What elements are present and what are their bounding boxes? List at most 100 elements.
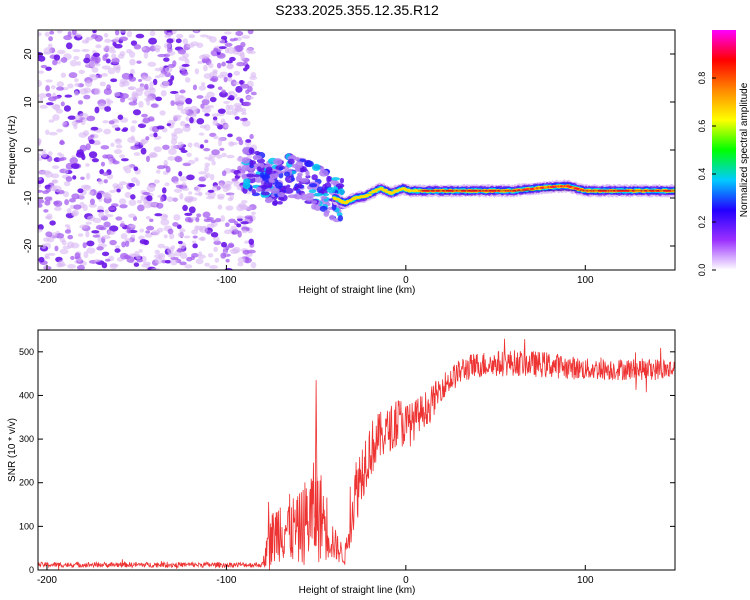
noise-blob (146, 225, 155, 231)
noise-blob (186, 152, 192, 158)
noise-blob (107, 230, 114, 235)
track-blob (311, 200, 318, 204)
noise-blob (131, 120, 138, 124)
noise-blob (77, 188, 84, 194)
noise-blob (141, 113, 148, 118)
noise-blob (170, 144, 178, 150)
track-blob (251, 189, 257, 194)
noise-blob (47, 43, 53, 49)
noise-blob (104, 209, 109, 214)
track-blob (308, 189, 317, 194)
noise-blob (214, 257, 220, 263)
noise-blob (68, 198, 76, 203)
noise-blob (114, 43, 123, 49)
noise-blob (118, 36, 128, 42)
noise-blob (245, 139, 252, 143)
noise-blob (175, 184, 184, 189)
noise-blob (133, 262, 140, 267)
noise-blob (49, 220, 56, 226)
noise-blob (217, 108, 226, 114)
noise-blob (235, 30, 244, 37)
noise-blob (150, 267, 161, 270)
noise-blob (140, 147, 147, 155)
noise-blob (208, 265, 218, 269)
noise-blob (154, 249, 161, 255)
noise-blob (114, 138, 123, 145)
noise-blob (51, 179, 59, 184)
noise-blob (121, 72, 131, 80)
noise-blob (46, 102, 54, 106)
noise-blob (224, 47, 230, 54)
noise-blob (243, 101, 252, 107)
noise-blob (119, 181, 128, 186)
noise-blob (183, 235, 191, 239)
noise-blob (240, 41, 246, 48)
spectrogram-plot-area (38, 30, 675, 270)
noise-blob (143, 51, 149, 59)
noise-blob (216, 193, 225, 199)
noise-blob (241, 229, 248, 234)
noise-blob (128, 86, 135, 91)
noise-blob (38, 198, 45, 204)
noise-blob (114, 30, 120, 36)
noise-blob (90, 126, 99, 131)
noise-blob (45, 188, 51, 193)
noise-blob (47, 151, 53, 157)
noise-blob (181, 182, 187, 187)
noise-blob (144, 233, 153, 238)
noise-blob (200, 236, 206, 242)
noise-blob (38, 70, 45, 74)
y-tick-label: 20 (23, 48, 34, 60)
noise-blob (196, 117, 205, 125)
noise-blob (219, 147, 225, 151)
noise-blob (246, 96, 254, 100)
noise-blob (180, 70, 189, 76)
noise-blob (88, 139, 95, 145)
colorbar-tick-label: 0.4 (697, 168, 707, 181)
noise-blob (52, 114, 60, 121)
noise-blob (73, 55, 80, 61)
noise-blob (45, 129, 50, 135)
noise-blob (101, 235, 111, 240)
noise-blob (220, 215, 226, 222)
noise-blob (92, 52, 100, 58)
noise-blob (126, 164, 134, 170)
noise-blob (119, 30, 127, 33)
noise-blob (193, 30, 199, 33)
noise-blob (57, 49, 66, 55)
noise-blob (179, 228, 186, 233)
track-blob (249, 160, 254, 166)
noise-blob (237, 230, 242, 238)
noise-blob (212, 116, 218, 121)
noise-blob (237, 256, 246, 263)
noise-blob (43, 51, 52, 55)
noise-blob (38, 138, 42, 146)
noise-blob (171, 134, 178, 141)
colorbar-ticks: 0.0 0.2 0.4 0.6 0.8 (697, 72, 716, 277)
track-blob (296, 183, 303, 189)
noise-blob (138, 78, 143, 83)
noise-blob (243, 205, 253, 211)
noise-blob (240, 83, 250, 89)
noise-blob (207, 157, 215, 162)
noise-blob (115, 66, 121, 74)
noise-blob (83, 251, 89, 259)
noise-blob (128, 76, 137, 82)
track-blob (305, 170, 310, 177)
colorbar-tick-label: 0.0 (697, 264, 707, 277)
noise-blob (128, 213, 136, 218)
noise-blob (149, 30, 156, 37)
noise-blob (250, 91, 257, 96)
noise-blob (110, 78, 118, 83)
noise-blob (236, 136, 242, 142)
noise-blob (234, 104, 242, 112)
noise-blob (221, 170, 227, 177)
noise-blob (67, 234, 74, 240)
noise-blob (88, 151, 98, 159)
noise-blob (199, 34, 209, 38)
noise-blob (167, 156, 176, 161)
noise-blob (38, 183, 42, 188)
noise-blob (122, 127, 129, 131)
noise-blob (108, 157, 113, 165)
noise-blob (204, 162, 211, 167)
